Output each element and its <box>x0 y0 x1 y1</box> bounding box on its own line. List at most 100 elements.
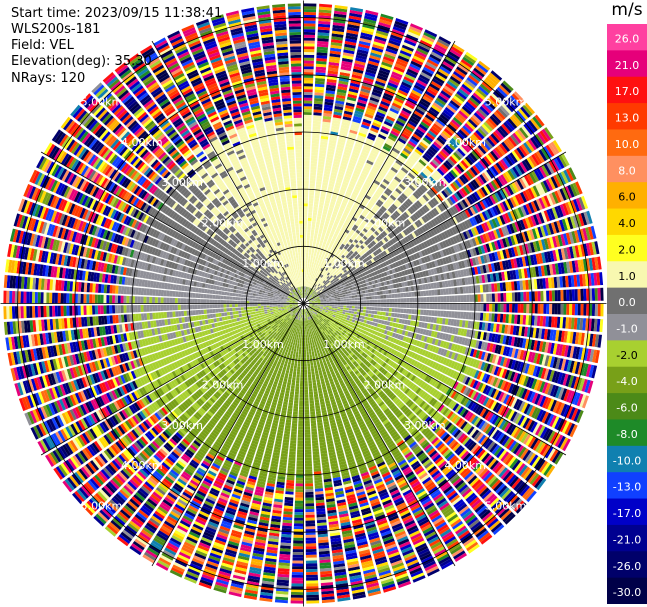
velocity-gate <box>394 97 405 104</box>
velocity-gate <box>441 190 449 198</box>
velocity-gate <box>306 240 310 244</box>
velocity-gate <box>303 120 312 124</box>
velocity-gate <box>515 233 522 244</box>
velocity-gate <box>442 288 447 295</box>
velocity-gate <box>334 296 338 299</box>
velocity-gate <box>468 229 474 238</box>
velocity-gate <box>380 307 384 312</box>
velocity-gate <box>317 43 329 48</box>
velocity-gate <box>339 189 346 194</box>
velocity-gate <box>313 297 317 299</box>
velocity-gate <box>410 215 416 222</box>
velocity-gate <box>439 202 447 211</box>
velocity-gate <box>402 314 406 319</box>
velocity-gate <box>424 64 436 72</box>
velocity-gate <box>325 96 335 100</box>
velocity-gate <box>475 275 480 284</box>
velocity-gate <box>447 280 452 287</box>
velocity-gate <box>328 64 339 69</box>
velocity-gate <box>341 254 346 259</box>
velocity-gate <box>303 114 312 118</box>
velocity-gate <box>304 295 306 298</box>
velocity-gate <box>401 238 407 244</box>
velocity-gate <box>341 214 347 220</box>
velocity-gate <box>492 131 502 142</box>
velocity-gate <box>440 213 447 221</box>
velocity-gate <box>322 297 326 300</box>
velocity-gate <box>409 268 414 274</box>
velocity-gate <box>322 124 330 129</box>
velocity-gate <box>488 263 493 273</box>
velocity-gate <box>400 231 406 238</box>
velocity-gate <box>546 251 552 263</box>
velocity-gate <box>365 9 379 16</box>
velocity-gate <box>341 277 346 281</box>
velocity-gate <box>369 96 380 103</box>
velocity-gate <box>367 244 372 249</box>
velocity-gate <box>323 250 327 254</box>
velocity-gate <box>387 42 400 50</box>
velocity-gate <box>344 250 349 255</box>
velocity-gate <box>304 292 306 296</box>
velocity-gate <box>517 292 521 302</box>
velocity-gate <box>515 110 527 122</box>
velocity-gate <box>310 296 313 299</box>
velocity-gate <box>336 227 341 232</box>
velocity-gate <box>303 292 305 295</box>
velocity-gate <box>305 269 307 273</box>
velocity-gate <box>525 189 533 201</box>
velocity-gate <box>574 289 578 301</box>
velocity-gate <box>463 103 474 113</box>
velocity-gate <box>331 295 335 298</box>
velocity-gate <box>350 255 354 259</box>
velocity-gate <box>439 150 448 159</box>
velocity-gate <box>338 138 346 143</box>
velocity-gate <box>420 297 424 303</box>
velocity-gate <box>396 140 405 147</box>
velocity-gate <box>569 289 573 301</box>
velocity-gate <box>512 234 519 245</box>
velocity-gate <box>420 257 426 264</box>
velocity-gate <box>318 12 332 17</box>
velocity-gate <box>552 236 558 248</box>
velocity-gate <box>522 104 533 117</box>
velocity-gate <box>505 138 515 149</box>
velocity-gate <box>507 169 516 180</box>
velocity-gate <box>338 192 345 197</box>
velocity-gate <box>393 288 398 294</box>
velocity-gate <box>460 311 464 319</box>
velocity-gate <box>409 224 416 231</box>
velocity-gate <box>360 35 372 41</box>
velocity-gate <box>349 129 358 135</box>
velocity-gate <box>525 279 529 290</box>
velocity-gate <box>335 182 342 187</box>
velocity-gate <box>303 192 309 195</box>
velocity-gate <box>520 268 525 279</box>
velocity-gates <box>3 3 604 604</box>
velocity-gate <box>490 263 496 272</box>
velocity-gate <box>303 294 305 298</box>
velocity-gate <box>313 253 317 257</box>
velocity-gate <box>488 167 497 178</box>
velocity-gate <box>370 198 377 204</box>
velocity-gate <box>444 239 450 247</box>
velocity-gate <box>489 207 496 217</box>
velocity-gate <box>393 125 402 132</box>
velocity-gate <box>421 225 427 233</box>
velocity-gate <box>354 186 361 191</box>
velocity-gate <box>308 255 311 259</box>
velocity-gate <box>314 287 317 291</box>
velocity-gate <box>386 115 396 122</box>
velocity-gate <box>335 237 341 242</box>
velocity-gate <box>538 212 545 224</box>
velocity-gate <box>424 152 433 160</box>
velocity-gate <box>391 192 399 199</box>
velocity-gate <box>414 291 418 297</box>
velocity-gate <box>314 92 324 96</box>
velocity-gate <box>336 274 341 278</box>
velocity-gate <box>308 203 313 207</box>
velocity-gate <box>423 224 430 231</box>
velocity-gate <box>353 188 360 194</box>
velocity-gate <box>418 123 428 132</box>
velocity-gate <box>375 114 385 120</box>
